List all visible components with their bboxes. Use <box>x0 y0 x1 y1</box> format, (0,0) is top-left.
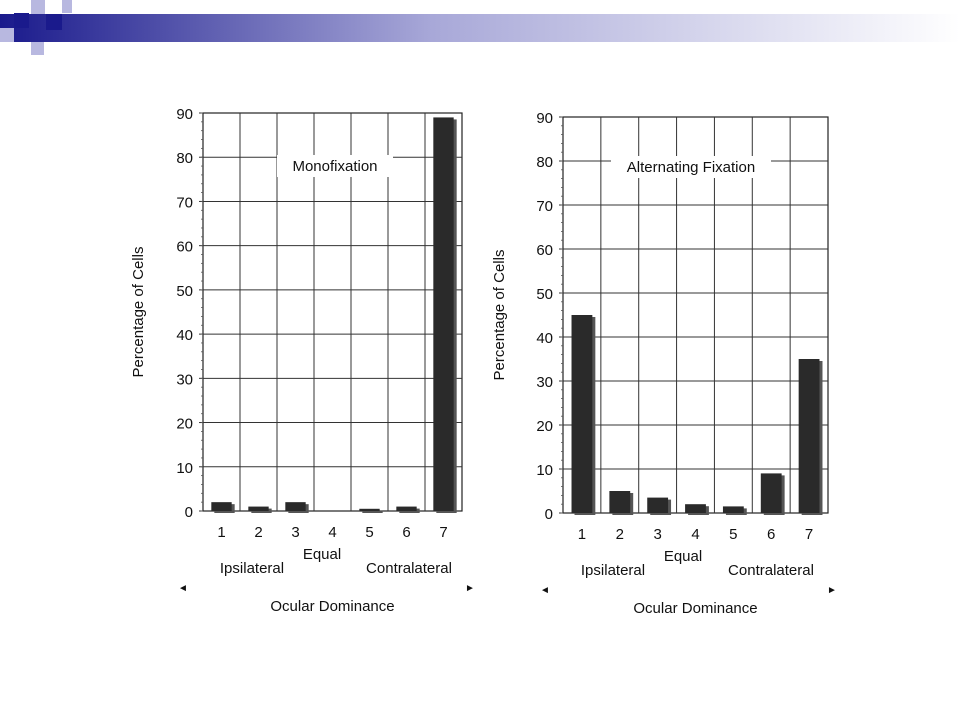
chart1-arrow-right-icon: ► <box>827 585 837 596</box>
chart0-y-tick-label: 90 <box>176 106 193 123</box>
chart0-x-tick-label: 1 <box>217 524 225 541</box>
chart0-y-tick-label: 50 <box>176 283 193 300</box>
chart1-x-axis-label: Ocular Dominance <box>633 600 757 617</box>
chart1-y-tick-label: 10 <box>536 462 553 479</box>
chart0-bar <box>285 502 306 511</box>
header-square-light-1 <box>31 0 45 14</box>
chart0-arrow-right-icon: ► <box>465 583 475 594</box>
chart0-x-tick-label: 2 <box>254 524 262 541</box>
chart0-title: Monofixation <box>292 158 377 175</box>
chart0-group-label-ipsilateral: Ipsilateral <box>220 560 284 577</box>
chart1-title: Alternating Fixation <box>627 159 755 176</box>
chart1-y-tick-label: 0 <box>545 506 553 523</box>
chart0-bar <box>248 506 269 511</box>
chart0-bar-shadow <box>362 510 383 513</box>
chart0-x-tick-label: 3 <box>291 524 299 541</box>
chart1-bar <box>798 359 820 513</box>
chart-monofixation: 0 10 20 30 40 50 60 70 80 90 Monofixation 1 2 3 4 5 6 7 Pe… <box>130 106 475 615</box>
chart1-x-tick-label: 4 <box>691 526 699 543</box>
header-square-dark-3 <box>62 0 72 13</box>
chart0-y-tick-label: 60 <box>176 239 193 256</box>
chart1-bar <box>685 504 706 513</box>
chart1-group-label-ipsilateral: Ipsilateral <box>581 562 645 579</box>
chart1-y-tick-label: 60 <box>536 242 553 259</box>
chart0-y-tick-label: 70 <box>176 194 193 211</box>
chart1-y-tick-label: 30 <box>536 374 553 391</box>
chart1-y-tick-label: 40 <box>536 330 553 347</box>
chart0-group-label-contralateral: Contralateral <box>366 560 452 577</box>
chart0-y-tick-label: 10 <box>176 460 193 477</box>
chart0-x-tick-label: 7 <box>439 524 447 541</box>
chart1-bar <box>647 497 669 513</box>
chart0-group-label-equal: Equal <box>303 546 341 563</box>
header-gradient-bar <box>0 14 960 42</box>
chart1-x-tick-label: 5 <box>729 526 737 543</box>
chart0-y-tick-label: 80 <box>176 150 193 167</box>
chart1-x-tick-label: 1 <box>578 526 586 543</box>
chart1-y-tick-label: 90 <box>536 110 553 127</box>
chart1-y-tick-label: 80 <box>536 154 553 171</box>
chart0-title-background <box>277 155 393 177</box>
chart1-y-tick-label: 50 <box>536 286 553 303</box>
chart1-title-background <box>611 156 771 178</box>
chart1-bar <box>571 315 593 513</box>
header-square-dark-1 <box>14 13 29 28</box>
header-square-light-3 <box>31 42 44 55</box>
chart1-y-tick-label: 20 <box>536 418 553 435</box>
chart1-y-axis-label: Percentage of Cells <box>491 250 508 381</box>
chart1-bar <box>722 506 744 513</box>
chart0-x-tick-label: 4 <box>328 524 336 541</box>
chart0-x-axis-label: Ocular Dominance <box>270 598 394 615</box>
header-square-light-2 <box>0 28 14 42</box>
chart0-y-tick-label: 30 <box>176 371 193 388</box>
chart0-y-tick-label: 20 <box>176 416 193 433</box>
chart0-x-tick-label: 5 <box>365 524 373 541</box>
chart0-bar <box>359 508 380 511</box>
chart1-x-tick-label: 6 <box>767 526 775 543</box>
chart1-x-tick-label: 7 <box>805 526 813 543</box>
chart0-y-tick-label: 40 <box>176 327 193 344</box>
chart1-group-label-contralateral: Contralateral <box>728 562 814 579</box>
chart0-bar <box>433 117 454 511</box>
chart1-y-tick-label: 70 <box>536 198 553 215</box>
chart1-group-label-equal: Equal <box>664 548 702 565</box>
chart1-bar <box>760 473 782 513</box>
chart0-bar <box>211 502 232 511</box>
header-square-dark-2 <box>46 14 62 30</box>
chart0-plot-frame <box>202 112 463 512</box>
chart1-bar <box>609 491 631 513</box>
chart1-arrow-left-icon: ◄ <box>540 585 550 596</box>
chart0-arrow-left-icon: ◄ <box>178 583 188 594</box>
chart0-bar <box>396 506 417 511</box>
chart0-x-tick-label: 6 <box>402 524 410 541</box>
chart1-x-tick-label: 3 <box>653 526 661 543</box>
chart1-x-tick-label: 2 <box>616 526 624 543</box>
chart0-y-axis-label: Percentage of Cells <box>130 247 147 378</box>
chart0-y-tick-label: 0 <box>185 504 193 521</box>
